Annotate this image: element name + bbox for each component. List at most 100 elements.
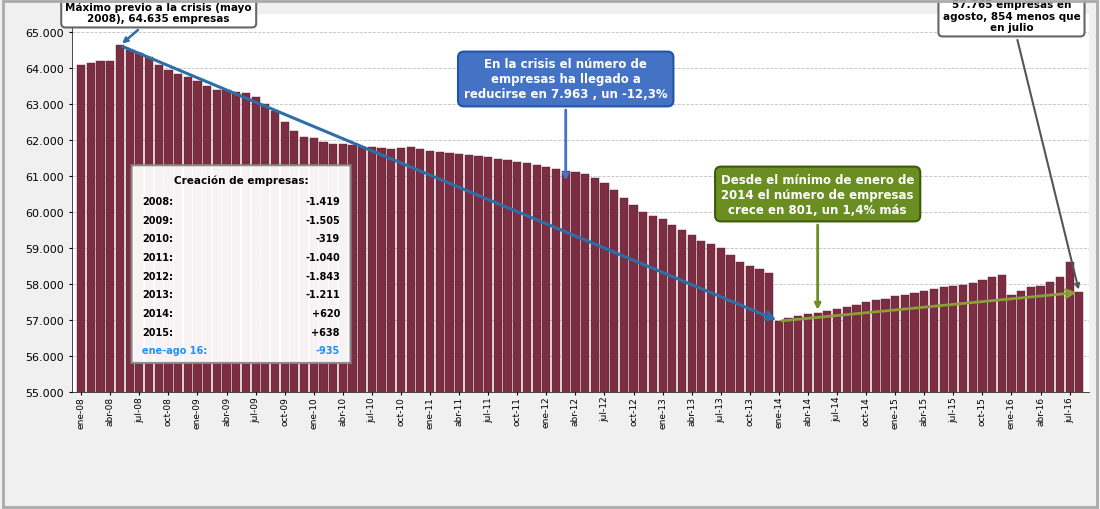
Bar: [949, 286, 957, 509]
Text: +620: +620: [311, 308, 340, 318]
Bar: [766, 273, 773, 509]
Bar: [407, 148, 415, 509]
Text: Desde el mínimo de enero de
2014 el número de empresas
crece en 801, un 1,4% más: Desde el mínimo de enero de 2014 el núme…: [720, 173, 914, 307]
Bar: [455, 155, 463, 509]
Bar: [359, 147, 366, 509]
Bar: [756, 270, 763, 509]
Bar: [930, 290, 938, 509]
Bar: [1008, 295, 1015, 509]
Bar: [397, 149, 405, 509]
Bar: [464, 156, 473, 509]
Bar: [474, 157, 483, 509]
Bar: [716, 248, 725, 509]
Bar: [116, 46, 124, 509]
Bar: [204, 87, 211, 509]
Bar: [619, 198, 628, 509]
Text: 2012:: 2012:: [142, 271, 173, 281]
Bar: [212, 91, 221, 509]
Bar: [833, 309, 842, 509]
Bar: [271, 112, 279, 509]
Bar: [135, 54, 143, 509]
Bar: [959, 285, 967, 509]
Text: Máximo previo a la crisis (mayo
2008), 64.635 empresas: Máximo previo a la crisis (mayo 2008), 6…: [65, 2, 252, 43]
Text: -935: -935: [316, 346, 340, 356]
Bar: [843, 307, 851, 509]
Bar: [629, 206, 638, 509]
Bar: [319, 143, 328, 509]
FancyBboxPatch shape: [132, 166, 351, 363]
Bar: [232, 93, 241, 509]
Bar: [911, 293, 918, 509]
Bar: [155, 66, 163, 509]
Text: Creación de empresas:: Creación de empresas:: [174, 175, 308, 185]
Bar: [446, 153, 453, 509]
Bar: [513, 162, 521, 509]
Bar: [562, 172, 570, 509]
Bar: [242, 94, 250, 509]
Bar: [707, 245, 715, 509]
Bar: [1056, 277, 1064, 509]
Bar: [494, 159, 502, 509]
Bar: [920, 292, 928, 509]
Bar: [678, 231, 686, 509]
Bar: [222, 91, 231, 509]
Text: +638: +638: [311, 327, 340, 337]
Bar: [571, 173, 580, 509]
Bar: [1036, 286, 1045, 509]
Text: En la crisis el número de
empresas ha llegado a
reducirse en 7.963 , un -12,3%: En la crisis el número de empresas ha ll…: [464, 59, 668, 178]
Bar: [436, 152, 444, 509]
Bar: [339, 145, 346, 509]
Bar: [426, 152, 434, 509]
Text: 2015:: 2015:: [142, 327, 173, 337]
Bar: [504, 160, 512, 509]
Text: -319: -319: [316, 234, 340, 244]
Bar: [77, 66, 86, 509]
Bar: [814, 313, 822, 509]
Bar: [969, 284, 977, 509]
Bar: [862, 302, 870, 509]
Text: 2014:: 2014:: [142, 308, 173, 318]
Bar: [1075, 293, 1084, 509]
Bar: [581, 175, 590, 509]
Bar: [280, 123, 289, 509]
Bar: [794, 317, 802, 509]
Bar: [532, 166, 541, 509]
Bar: [1066, 262, 1074, 509]
Text: -1.843: -1.843: [305, 271, 340, 281]
Bar: [484, 158, 493, 509]
Text: -1.419: -1.419: [305, 196, 340, 207]
Bar: [194, 81, 201, 509]
Bar: [522, 164, 531, 509]
Bar: [125, 50, 134, 509]
Bar: [804, 315, 812, 509]
Bar: [746, 266, 754, 509]
Bar: [649, 216, 657, 509]
Bar: [300, 137, 308, 509]
Text: -1.505: -1.505: [305, 215, 340, 225]
Bar: [610, 191, 618, 509]
Bar: [784, 319, 793, 509]
Bar: [309, 139, 318, 509]
Bar: [726, 256, 735, 509]
Bar: [823, 311, 832, 509]
Bar: [1046, 282, 1055, 509]
Bar: [252, 98, 260, 509]
Bar: [329, 145, 338, 509]
Text: 2009:: 2009:: [142, 215, 173, 225]
Bar: [87, 64, 95, 509]
Bar: [542, 168, 550, 509]
Text: 2013:: 2013:: [142, 290, 173, 300]
Bar: [1026, 288, 1035, 509]
Text: 2011:: 2011:: [142, 252, 173, 262]
Bar: [349, 146, 356, 509]
Bar: [881, 299, 890, 509]
Bar: [261, 105, 270, 509]
Bar: [978, 281, 987, 509]
Bar: [290, 132, 298, 509]
Bar: [1018, 292, 1025, 509]
Bar: [97, 62, 104, 509]
Bar: [174, 74, 183, 509]
Bar: [871, 300, 880, 509]
Bar: [697, 241, 705, 509]
Bar: [416, 150, 425, 509]
